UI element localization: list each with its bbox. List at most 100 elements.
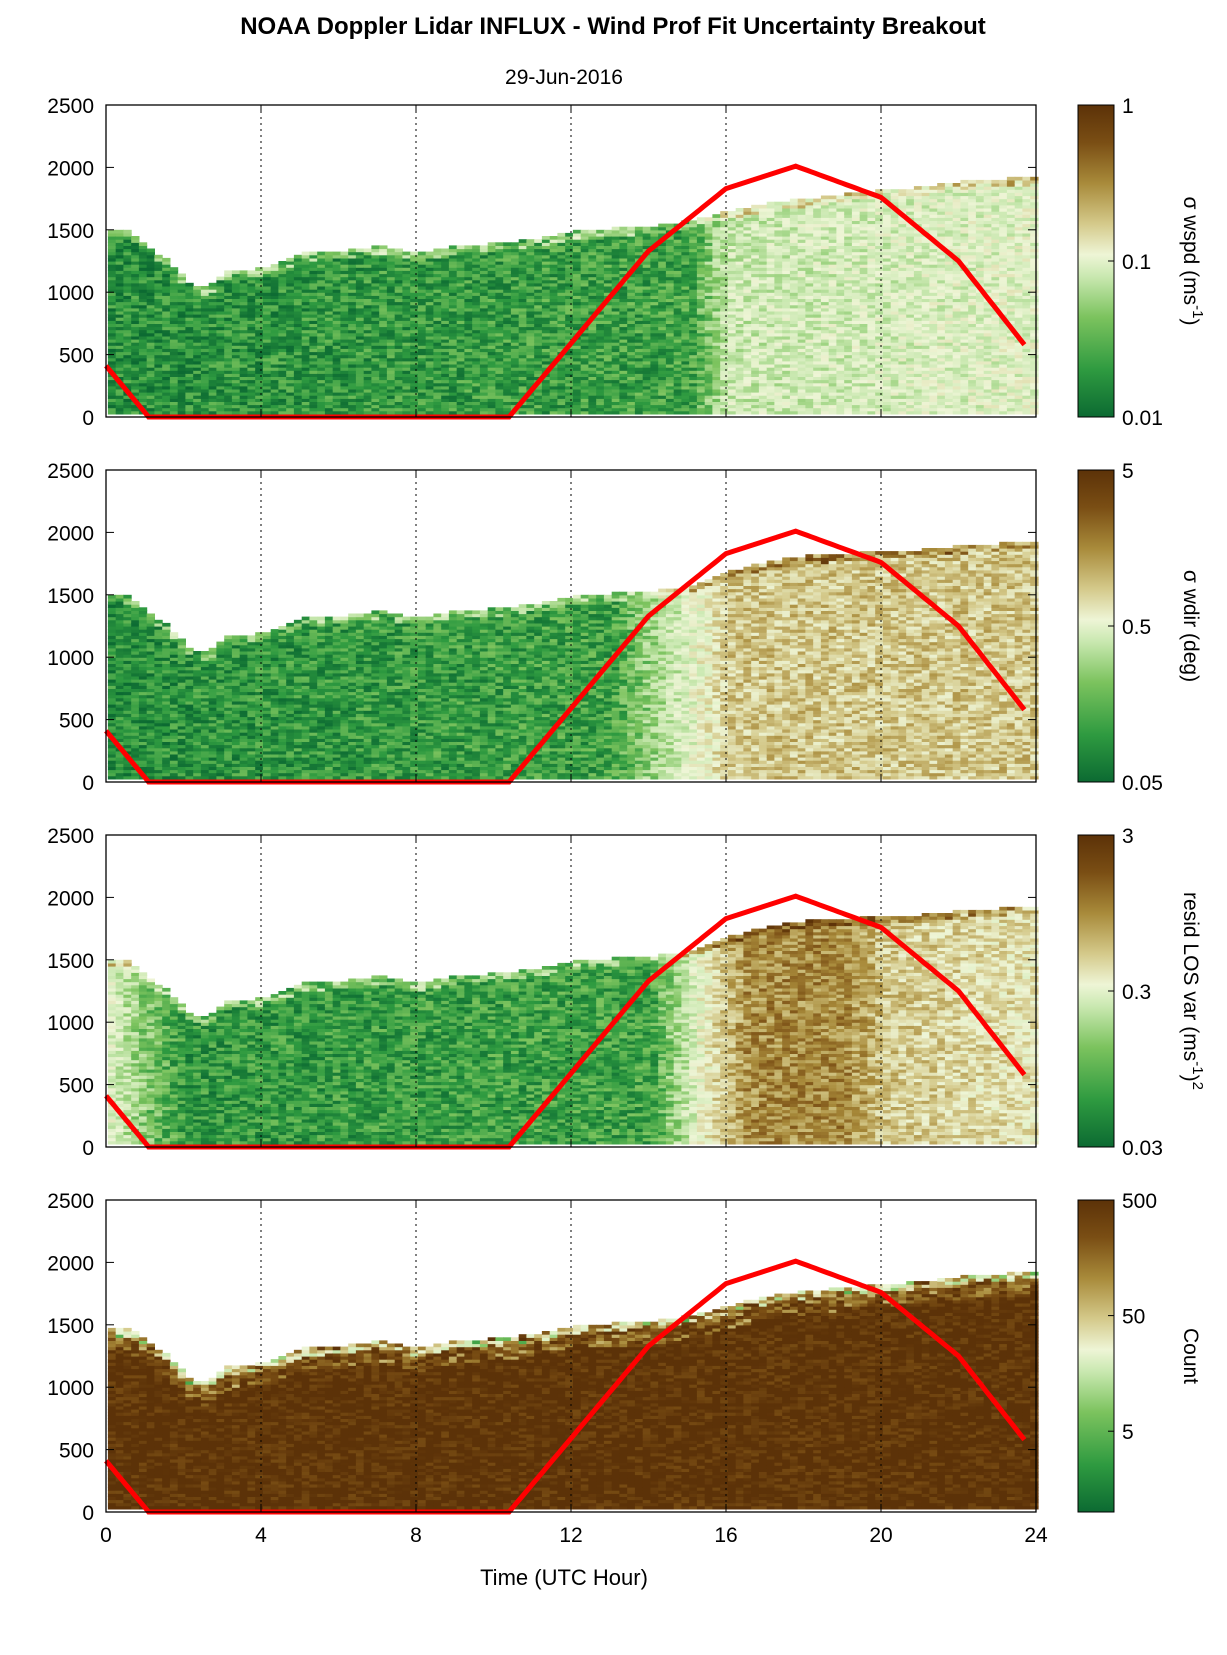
heatmap-cell (340, 351, 349, 356)
heatmap-cell (456, 314, 465, 318)
heatmap-cell (146, 292, 155, 296)
heatmap-cell (503, 289, 512, 293)
heatmap-cell (138, 401, 148, 406)
heatmap-cell (464, 339, 473, 343)
heatmap-cell (596, 270, 605, 275)
heatmap-cell (689, 301, 698, 306)
heatmap-cell (572, 364, 582, 368)
heatmap-cell (348, 373, 357, 377)
heatmap-cell (231, 329, 241, 334)
heatmap-cell (301, 388, 310, 393)
heatmap-cell (402, 385, 411, 390)
heatmap-cell (138, 357, 148, 362)
heatmap-cell (464, 279, 473, 284)
heatmap-cell (224, 367, 233, 371)
heatmap-cell (448, 295, 458, 299)
heatmap-cell (627, 257, 636, 262)
heatmap-cell (472, 401, 481, 406)
heatmap-cell (255, 395, 264, 399)
heatmap-cell (270, 370, 280, 374)
heatmap-cell (596, 323, 605, 328)
heatmap-cell (355, 410, 365, 415)
heatmap-cell (611, 370, 620, 374)
heatmap-cell (588, 332, 597, 337)
heatmap-cell (169, 282, 179, 287)
heatmap-cell (224, 354, 233, 359)
heatmap-cell (247, 392, 256, 396)
heatmap-cell (751, 239, 760, 243)
heatmap-cell (658, 326, 667, 331)
heatmap-cell (572, 385, 582, 390)
heatmap-cell (169, 373, 179, 377)
heatmap-cell (410, 407, 419, 412)
heatmap-cell (603, 410, 613, 415)
heatmap-cell (131, 270, 140, 275)
heatmap-cell (448, 329, 458, 334)
heatmap-cell (549, 239, 558, 243)
heatmap-cell (363, 348, 372, 353)
heatmap-cell (665, 286, 675, 290)
heatmap-cell (309, 326, 318, 331)
heatmap-cell (324, 351, 334, 356)
heatmap-cell (642, 326, 651, 331)
heatmap-cell (371, 282, 380, 287)
heatmap-cell (549, 388, 558, 393)
heatmap-cell (115, 326, 124, 331)
heatmap-cell (572, 317, 582, 321)
heatmap-cell (441, 335, 450, 340)
heatmap-cell (565, 286, 574, 290)
heatmap-cell (115, 304, 124, 309)
heatmap-cell (619, 270, 628, 275)
heatmap-cell (603, 310, 613, 315)
heatmap-cell (650, 326, 659, 331)
heatmap-cell (154, 314, 163, 318)
heatmap-cell (696, 223, 706, 228)
heatmap-cell (681, 317, 690, 321)
heatmap-cell (495, 248, 504, 253)
heatmap-cell (503, 245, 512, 250)
heatmap-cell (193, 292, 202, 296)
heatmap-cell (394, 342, 403, 346)
heatmap-cell (138, 329, 148, 334)
heatmap-cell (634, 376, 644, 381)
heatmap-cell (433, 382, 442, 387)
heatmap-cell (572, 395, 582, 399)
heatmap-cell (162, 376, 171, 381)
heatmap-cell (193, 310, 202, 315)
heatmap-cell (495, 257, 504, 262)
heatmap-cell (177, 351, 186, 356)
heatmap-cell (138, 267, 148, 271)
heatmap-cell (565, 360, 574, 365)
heatmap-cell (565, 392, 574, 396)
heatmap-cell (456, 395, 465, 399)
heatmap-cell (448, 267, 458, 271)
heatmap-cell (441, 392, 450, 396)
heatmap-cell (696, 332, 706, 337)
heatmap-cell (301, 360, 310, 365)
heatmap-cell (255, 357, 264, 362)
heatmap-cell (417, 382, 427, 387)
heatmap-cell (565, 301, 574, 306)
heatmap-cell (386, 270, 396, 275)
heatmap-cell (379, 289, 388, 293)
heatmap-cell (495, 329, 504, 334)
heatmap-cell (735, 317, 744, 321)
heatmap-cell (456, 385, 465, 390)
heatmap-cell (386, 407, 396, 412)
heatmap-cell (572, 232, 582, 237)
heatmap-cell (332, 404, 341, 409)
heatmap-cell (534, 335, 543, 340)
heatmap-cell (169, 329, 179, 334)
heatmap-cell (309, 295, 318, 299)
heatmap-cell (123, 289, 132, 293)
heatmap-cell (673, 254, 682, 259)
heatmap-cell (262, 267, 272, 271)
heatmap-cell (379, 270, 388, 275)
heatmap-cell (262, 367, 272, 371)
heatmap-cell (472, 379, 481, 384)
heatmap-cell (317, 320, 326, 324)
heatmap-cell (464, 298, 473, 303)
heatmap-cell (580, 310, 589, 315)
heatmap-cell (123, 276, 132, 281)
heatmap-cell (324, 392, 334, 396)
